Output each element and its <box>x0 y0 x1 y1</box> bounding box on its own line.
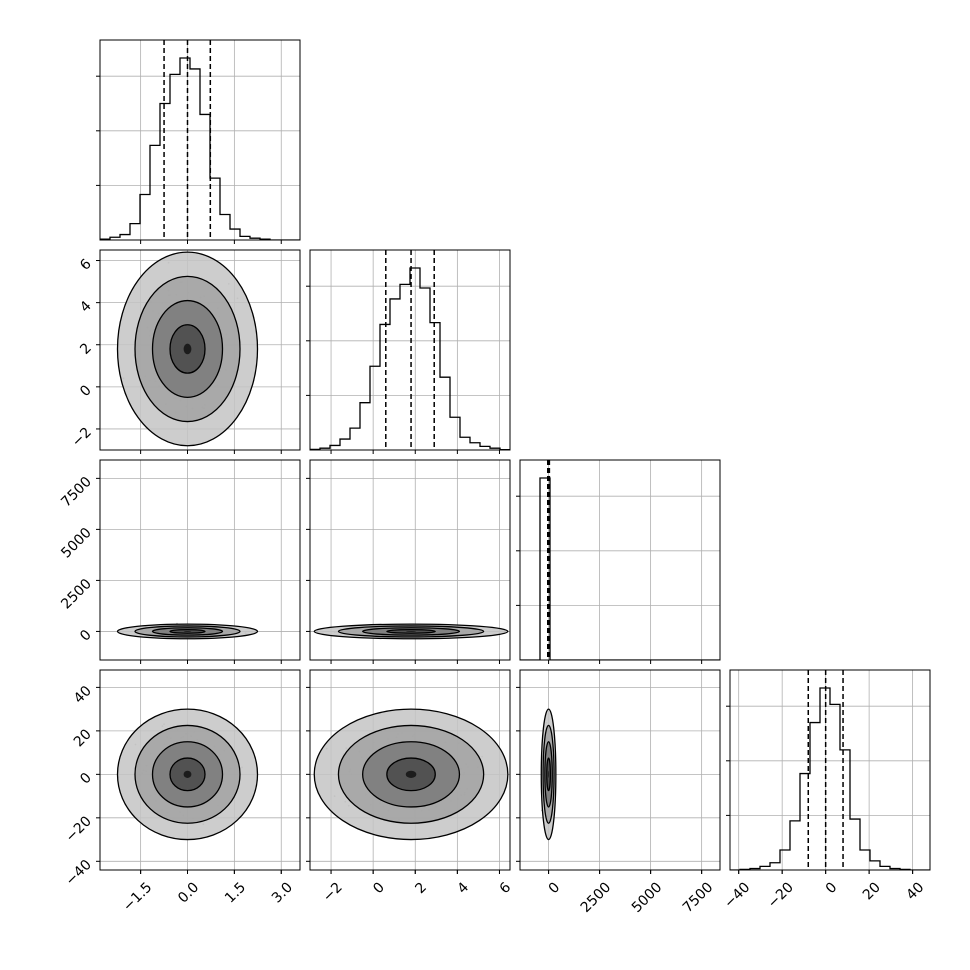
contour-line <box>116 708 259 841</box>
y-tick-label: −40 <box>63 857 95 889</box>
contour-line <box>546 757 552 792</box>
contour-line <box>169 628 206 634</box>
y-tick-label: 2 <box>77 340 95 358</box>
histogram-frame <box>729 669 931 871</box>
contour-line <box>116 251 259 447</box>
contour-line <box>337 724 485 824</box>
y-tick-label: 2500 <box>58 576 95 613</box>
density-peak <box>405 631 417 632</box>
contour-frame <box>519 669 721 871</box>
density-peak <box>548 770 549 778</box>
x-tick-label: 20 <box>860 879 884 903</box>
contour-panel-3-2 <box>310 460 510 660</box>
contour-line <box>169 324 206 374</box>
histogram-step-line <box>520 477 720 660</box>
y-tick-label: 0 <box>77 770 95 788</box>
x-tick-label: 0 <box>370 879 388 897</box>
histogram-step-line <box>100 57 300 240</box>
histogram-frame <box>309 249 511 451</box>
x-tick-label: 2 <box>412 879 430 897</box>
histogram-step-line <box>730 687 930 870</box>
contour-line <box>386 757 436 792</box>
contour-panel-2-1 <box>100 250 300 450</box>
histogram-frame <box>99 39 301 241</box>
contour-line <box>134 625 241 638</box>
histogram-panel-4 <box>730 670 930 870</box>
contour-line <box>313 708 509 841</box>
x-tick-label: 0.0 <box>175 879 202 906</box>
x-tick-label: −20 <box>765 879 797 911</box>
x-tick-label: 4 <box>454 879 472 897</box>
x-tick-label: 6 <box>497 879 515 897</box>
y-tick-label: −2 <box>69 424 95 450</box>
y-tick-label: −20 <box>63 813 95 845</box>
contour-line <box>362 741 461 808</box>
x-tick-label: −40 <box>721 879 753 911</box>
density-peak <box>183 343 192 355</box>
contour-frame <box>99 249 301 451</box>
x-tick-label: −2 <box>320 879 346 905</box>
y-tick-label: 5000 <box>58 525 95 562</box>
contour-line <box>362 627 461 636</box>
contour-frame <box>99 459 301 661</box>
contour-line <box>134 275 241 423</box>
y-tick-label: 0 <box>77 382 95 400</box>
contour-frame <box>309 459 511 661</box>
contour-line <box>169 757 206 792</box>
y-tick-label: 0 <box>77 627 95 645</box>
contour-panel-3-1 <box>100 460 300 660</box>
contour-line <box>544 741 553 808</box>
y-tick-label: 40 <box>71 683 95 707</box>
histogram-step-line <box>310 267 510 450</box>
density-peak <box>183 770 192 778</box>
contour-panel-4-3 <box>520 670 720 870</box>
x-tick-label: 3.0 <box>269 879 296 906</box>
x-tick-label: 0 <box>823 879 841 897</box>
contour-line <box>542 724 555 824</box>
contour-line <box>313 623 509 640</box>
contour-line <box>386 628 436 634</box>
contour-panel-4-1 <box>100 670 300 870</box>
contour-line <box>151 741 224 808</box>
contour-panel-4-2 <box>310 670 510 870</box>
y-tick-label: 4 <box>77 298 95 316</box>
density-peak <box>183 631 192 632</box>
contour-line <box>540 708 557 841</box>
x-tick-label: 0 <box>546 879 564 897</box>
x-tick-label: 7500 <box>680 879 717 916</box>
contour-line <box>134 724 241 824</box>
contour-line <box>151 299 224 398</box>
x-tick-label: 1.5 <box>222 879 249 906</box>
y-tick-label: 6 <box>77 256 95 274</box>
x-tick-label: −1.5 <box>120 879 155 914</box>
histogram-frame <box>519 459 721 661</box>
histogram-panel-2 <box>310 250 510 450</box>
x-tick-label: 2500 <box>578 879 615 916</box>
x-tick-label: 5000 <box>629 879 666 916</box>
y-tick-label: 7500 <box>58 474 95 511</box>
contour-frame <box>99 669 301 871</box>
y-tick-label: 20 <box>71 726 95 750</box>
contour-line <box>151 627 224 636</box>
contour-line <box>116 623 259 640</box>
contour-line <box>337 625 485 638</box>
histogram-panel-1 <box>100 40 300 240</box>
x-tick-label: 40 <box>903 879 927 903</box>
contour-frame <box>309 669 511 871</box>
histogram-panel-3 <box>520 460 720 660</box>
density-peak <box>405 770 417 778</box>
